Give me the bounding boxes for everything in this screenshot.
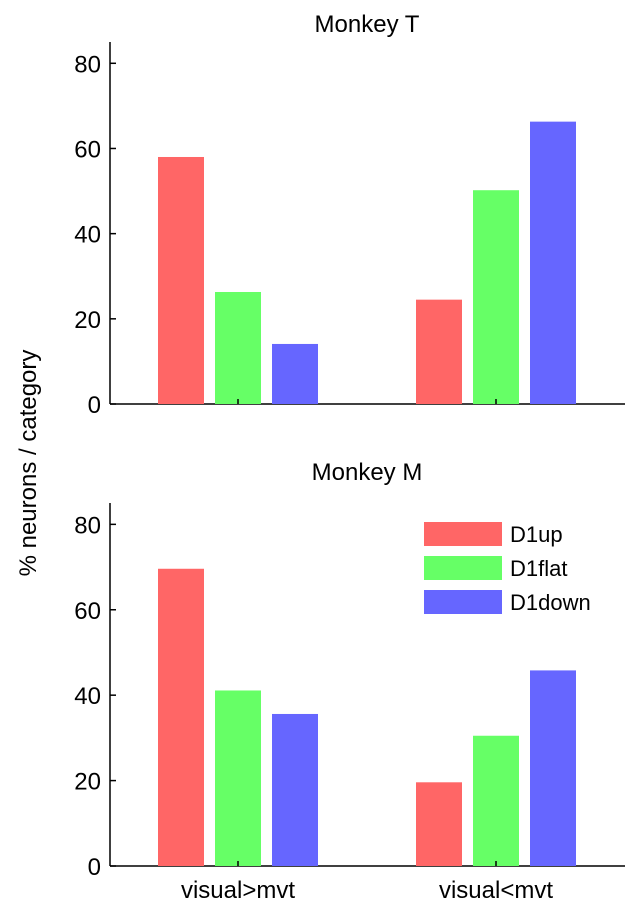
bar-d1flat-visual-gt-mvt — [215, 690, 261, 866]
y-tick-label: 20 — [74, 769, 101, 796]
chart-title: Monkey M — [312, 459, 423, 486]
y-tick-label: 40 — [74, 222, 101, 249]
x-tick-label: visual>mvt — [181, 877, 295, 902]
legend-swatch-d1up — [424, 522, 502, 546]
y-tick-label: 80 — [74, 512, 101, 539]
legend-label-d1down: D1down — [510, 590, 591, 615]
bar-d1flat-visual-gt-mvt — [215, 291, 261, 404]
bar-d1down-visual-gt-mvt — [272, 713, 318, 866]
legend-label-d1up: D1up — [510, 522, 563, 547]
legend-swatch-d1down — [424, 590, 502, 614]
legend-swatch-d1flat — [424, 556, 502, 580]
y-tick-label: 60 — [74, 136, 101, 163]
chart-panel-monkey-t: Monkey T 0 20 40 60 80 — [74, 11, 625, 419]
legend-label-d1flat: D1flat — [510, 556, 567, 581]
y-tick-label: 0 — [88, 854, 101, 881]
y-axis-label: % neurons / category — [15, 350, 42, 577]
bar-d1down-visual-gt-mvt — [272, 343, 318, 404]
bar-d1down-visual-lt-mvt — [530, 121, 576, 404]
bar-d1flat-visual-lt-mvt — [473, 735, 519, 866]
bar-d1up-visual-lt-mvt — [416, 782, 462, 866]
y-tick-label: 20 — [74, 307, 101, 334]
y-tick-label: 80 — [74, 51, 101, 78]
x-tick-label: visual<mvt — [439, 877, 553, 902]
chart-title: Monkey T — [315, 11, 420, 38]
bar-d1up-visual-gt-mvt — [158, 156, 204, 404]
bar-d1flat-visual-lt-mvt — [473, 190, 519, 404]
y-tick-label: 0 — [88, 392, 101, 419]
bar-d1down-visual-lt-mvt — [530, 670, 576, 866]
chart-panel-monkey-m: Monkey M 0 20 40 60 80 visual>mvt visual<mvt — [74, 459, 625, 902]
bar-d1up-visual-lt-mvt — [416, 299, 462, 404]
y-tick-label: 60 — [74, 598, 101, 625]
legend: D1up D1flat D1down — [424, 522, 591, 615]
y-tick-label: 40 — [74, 683, 101, 710]
bar-d1up-visual-gt-mvt — [158, 568, 204, 866]
